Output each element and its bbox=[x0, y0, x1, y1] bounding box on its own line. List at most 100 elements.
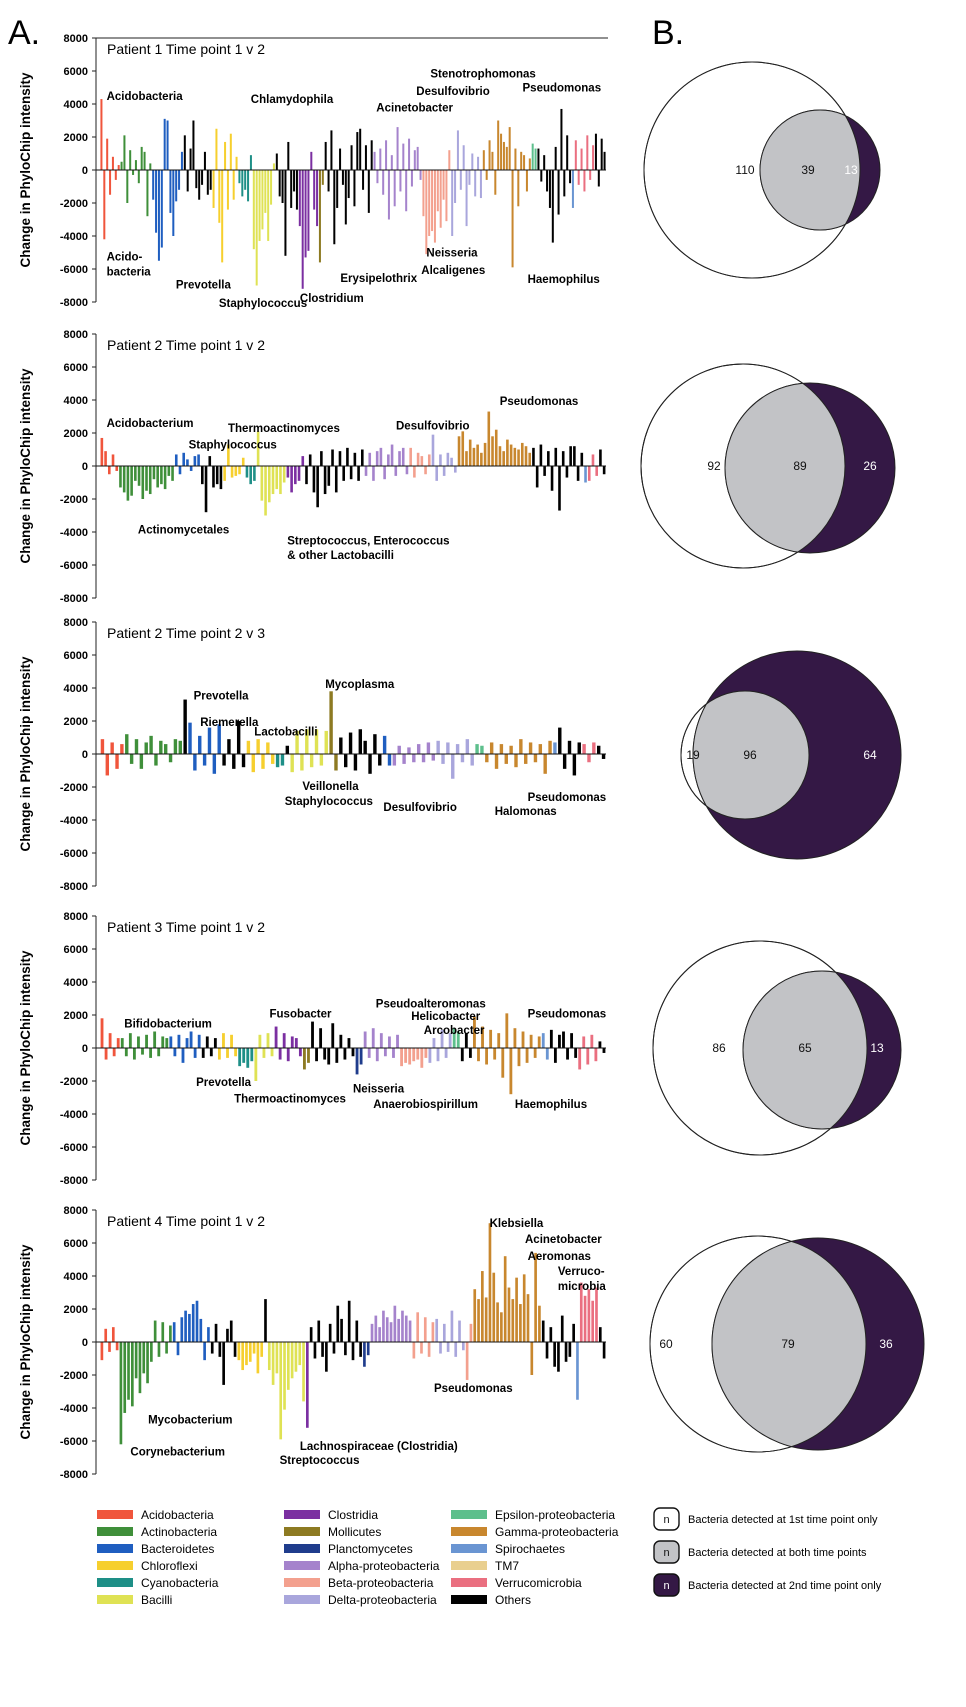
bar bbox=[382, 735, 387, 754]
bar bbox=[370, 140, 373, 170]
bar bbox=[459, 170, 462, 190]
bar bbox=[500, 133, 503, 170]
bar bbox=[174, 454, 178, 466]
bar bbox=[578, 1048, 582, 1070]
venn-second-only-count: 13 bbox=[844, 163, 858, 177]
bar bbox=[319, 1028, 323, 1048]
bar bbox=[183, 135, 186, 170]
bar bbox=[359, 1048, 363, 1065]
venn-first-outline bbox=[649, 1235, 867, 1453]
bar bbox=[413, 150, 416, 170]
bar bbox=[424, 466, 427, 475]
bar bbox=[114, 170, 117, 180]
bar bbox=[574, 1048, 578, 1058]
bar bbox=[470, 754, 474, 766]
bar bbox=[246, 1048, 250, 1068]
bar-annotation: Streptococcus, Enterococcus bbox=[287, 535, 449, 547]
bar bbox=[382, 1310, 385, 1342]
bar bbox=[353, 452, 357, 466]
bar bbox=[154, 754, 158, 766]
bar-annotation: Desulfovibrio bbox=[383, 802, 456, 814]
bar bbox=[451, 754, 455, 779]
bar bbox=[408, 138, 411, 170]
bar bbox=[511, 170, 514, 268]
y-tick-label: 2000 bbox=[64, 1304, 88, 1316]
bar bbox=[312, 466, 316, 493]
bar bbox=[385, 1317, 389, 1342]
bar bbox=[149, 163, 152, 170]
bar bbox=[120, 161, 123, 170]
bar bbox=[499, 744, 504, 754]
bar bbox=[336, 1305, 340, 1342]
bar bbox=[427, 1342, 431, 1357]
bar bbox=[222, 1033, 225, 1048]
bar bbox=[245, 1342, 248, 1366]
bar bbox=[412, 1342, 416, 1359]
bar bbox=[270, 1048, 274, 1057]
legend-swatch bbox=[284, 1595, 320, 1604]
bar bbox=[563, 170, 566, 197]
bar bbox=[431, 754, 435, 761]
bar bbox=[473, 1289, 477, 1342]
bar bbox=[309, 1327, 313, 1342]
bar bbox=[198, 735, 202, 754]
bar bbox=[553, 1048, 557, 1063]
bar bbox=[157, 170, 160, 261]
bar bbox=[572, 754, 577, 776]
bar bbox=[226, 170, 229, 210]
bar bbox=[119, 1342, 123, 1445]
bar-annotation: Desulfovibrio bbox=[416, 86, 489, 98]
bar bbox=[201, 466, 204, 485]
bar bbox=[153, 1320, 157, 1342]
bar bbox=[327, 466, 331, 486]
bar bbox=[134, 1342, 138, 1379]
y-tick-label: -4000 bbox=[60, 527, 88, 539]
bar bbox=[161, 1322, 165, 1342]
bar bbox=[233, 1342, 237, 1357]
bar bbox=[373, 151, 376, 170]
bar bbox=[477, 1299, 480, 1342]
bar bbox=[232, 754, 236, 769]
bar bbox=[100, 739, 105, 754]
bar bbox=[569, 170, 572, 184]
venn-overlap bbox=[692, 691, 809, 819]
venn-first-only-count: 19 bbox=[686, 748, 700, 762]
bar bbox=[106, 138, 109, 170]
bar bbox=[592, 742, 596, 754]
bar bbox=[218, 1048, 221, 1060]
bar bbox=[558, 466, 561, 511]
legend-swatch bbox=[451, 1527, 487, 1536]
bar bbox=[142, 1342, 146, 1374]
bar bbox=[275, 466, 279, 490]
bar bbox=[238, 466, 241, 475]
bar bbox=[250, 1048, 254, 1062]
y-tick-label: 4000 bbox=[64, 977, 88, 989]
bar bbox=[439, 170, 442, 228]
bar bbox=[401, 447, 405, 466]
bar bbox=[321, 1342, 324, 1357]
bar bbox=[301, 170, 304, 289]
legend-swatch bbox=[97, 1561, 133, 1570]
bar bbox=[171, 466, 174, 481]
bar bbox=[305, 466, 308, 485]
bar bbox=[286, 1048, 290, 1062]
bar bbox=[422, 170, 425, 217]
bar bbox=[404, 1048, 408, 1063]
y-tick-label: 0 bbox=[82, 165, 88, 177]
bar-annotation: Halomonas bbox=[495, 806, 557, 818]
legend-label: Mollicutes bbox=[328, 1525, 381, 1539]
bar bbox=[331, 1023, 335, 1048]
bar bbox=[256, 739, 260, 754]
bar bbox=[327, 1048, 331, 1065]
bar bbox=[387, 170, 390, 220]
bar bbox=[188, 1313, 191, 1342]
bar bbox=[294, 1342, 298, 1372]
bar bbox=[595, 466, 598, 476]
bar-annotation: Desulfovibrio bbox=[396, 421, 469, 433]
bar bbox=[282, 1033, 286, 1048]
bar bbox=[248, 1342, 252, 1362]
bar bbox=[353, 754, 358, 771]
bar bbox=[210, 1342, 214, 1354]
bar bbox=[475, 744, 479, 754]
bar bbox=[375, 1048, 379, 1062]
